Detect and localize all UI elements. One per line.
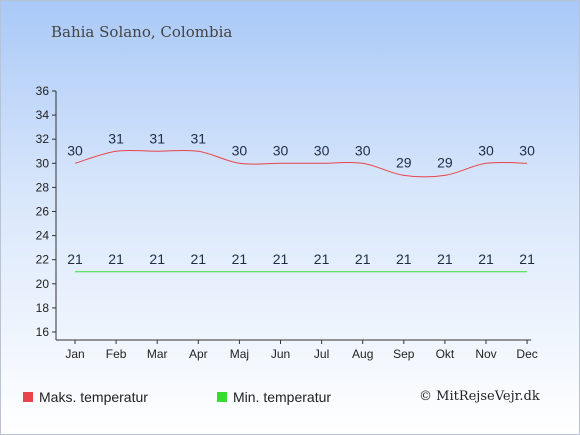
legend-max: Maks. temperatur [23,389,148,405]
x-tick-label: Jan [65,347,84,361]
min-temperature-data-label: 21 [314,251,330,267]
max-temperature-data-label: 30 [232,142,248,158]
x-tick-label: Maj [230,347,249,361]
max-temperature-data-label: 31 [108,130,124,146]
min-temperature-data-label: 21 [396,251,412,267]
max-temperature-line [74,149,528,178]
legend-min: Min. temperatur [217,389,331,405]
y-tick-label: 36 [36,84,50,98]
max-temperature-data-label: 30 [519,142,535,158]
min-temperature-data-label: 21 [232,251,248,267]
y-tick-label: 22 [36,253,50,267]
x-tick-label: Jun [271,347,290,361]
y-tick-label: 20 [36,277,50,291]
min-temperature-data-label: 21 [108,251,124,267]
max-temperature-data-label: 30 [273,142,289,158]
y-tick-label: 16 [36,325,50,339]
min-temperature-data-label: 21 [191,251,207,267]
x-tick-label: Nov [475,347,496,361]
max-temperature-data-label: 30 [67,142,83,158]
max-temperature-data-label: 31 [191,130,207,146]
x-tick-label: Feb [106,347,127,361]
max-temperature-data-label: 31 [149,130,165,146]
min-temperature-data-label: 21 [519,251,535,267]
min-temperature-data-label: 21 [437,251,453,267]
x-tick-label: Sep [393,347,415,361]
max-temperature-data-label: 29 [437,154,453,170]
x-tick-label: Mar [147,347,168,361]
chart-location-title: Bahia Solano, Colombia [51,23,233,41]
x-tick-label: Apr [189,347,208,361]
y-tick-label: 26 [36,205,50,219]
y-tick-label: 18 [36,301,50,315]
x-tick-label: Dec [516,347,537,361]
min-temperature-data-label: 21 [67,251,83,267]
legend-max-swatch [23,392,33,402]
x-tick-label: Aug [352,347,373,361]
max-temperature-data-label: 30 [314,142,330,158]
x-tick-label: Okt [436,347,455,361]
min-temperature-data-label: 21 [149,251,165,267]
y-tick-label: 34 [36,108,50,122]
max-temperature-data-label: 30 [355,142,371,158]
max-temperature-data-label: 30 [478,142,494,158]
y-tick-label: 32 [36,132,50,146]
legend-min-label: Min. temperatur [233,389,332,405]
max-temperature-data-label: 29 [396,154,412,170]
legend-min-swatch [217,392,227,402]
min-temperature-data-label: 21 [355,251,371,267]
min-temperature-data-label: 21 [478,251,494,267]
y-tick-label: 28 [36,180,50,194]
x-tick-label: Jul [314,347,329,361]
y-tick-label: 30 [36,156,50,170]
y-tick-label: 24 [36,229,50,243]
min-temperature-data-label: 21 [273,251,289,267]
legend-max-label: Maks. temperatur [39,389,148,405]
copyright-text: © MitRejseVejr.dk [419,389,540,404]
